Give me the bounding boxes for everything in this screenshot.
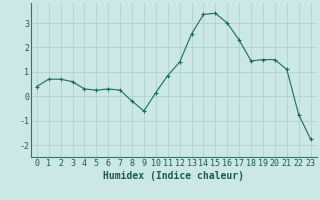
X-axis label: Humidex (Indice chaleur): Humidex (Indice chaleur): [103, 170, 244, 181]
